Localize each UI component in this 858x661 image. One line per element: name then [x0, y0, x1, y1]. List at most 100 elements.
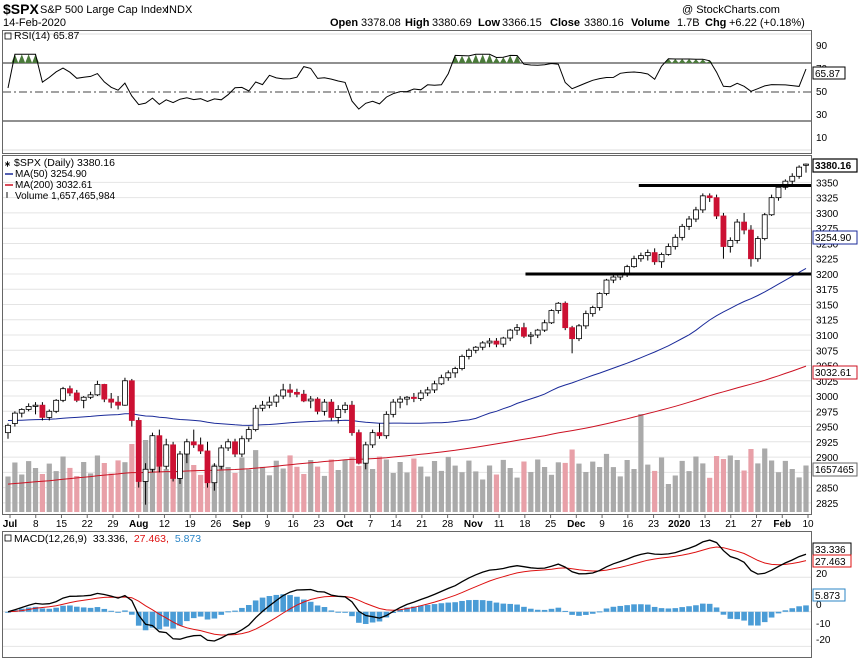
hist-value-tag [812, 588, 846, 602]
volume-bar [108, 473, 114, 512]
x-axis: Jul 8 15 22 29 Aug 12 19 26 Sep 9 16 23 Oct 7 14 21 28 Nov… [3, 514, 814, 530]
candle-body [699, 195, 706, 211]
macd-tick-0: 0 [816, 600, 822, 611]
volume-value: 1.7B [677, 17, 700, 29]
volume-bar [115, 460, 121, 512]
candle-body [204, 450, 211, 484]
macd-histogram-bar [294, 596, 300, 612]
candle-body [637, 255, 644, 260]
macd-histogram-bar [761, 611, 768, 623]
volume-bar [363, 455, 369, 512]
macd-value-tag-text: 33.336 [815, 545, 846, 556]
candle-body [252, 407, 259, 431]
volume-bar [149, 448, 156, 512]
candle-body [452, 368, 459, 374]
macd-histogram-bar [589, 611, 596, 614]
x-tick-label: 9 [599, 519, 605, 530]
candle-body [11, 412, 18, 424]
volume-bar [624, 460, 630, 512]
candle-body [5, 424, 11, 434]
candle-body [383, 413, 390, 437]
volume-bar [535, 459, 541, 512]
macd-histogram-bar [204, 611, 211, 620]
watermark: @ StockCharts.com [682, 4, 780, 16]
macd-histogram-bar [349, 611, 355, 617]
volume-bar [321, 475, 328, 512]
volume-bar [163, 469, 169, 512]
volume-bar [418, 466, 424, 512]
macd-histogram-bar [362, 611, 369, 624]
candle-body [156, 435, 163, 467]
macd-line [7, 539, 807, 642]
candle-body [376, 432, 383, 437]
volume-bar [590, 461, 596, 512]
macd-histogram-bar [122, 610, 128, 612]
candle-body [631, 258, 637, 268]
candle-body [280, 389, 287, 397]
volume-bar [693, 456, 699, 512]
legend-bar-icon: ⁎ [5, 158, 10, 169]
volume-bar [259, 466, 266, 512]
candle-body [734, 221, 741, 241]
macd-histogram-bar [514, 604, 520, 612]
candle-body [225, 441, 232, 449]
candle-body [245, 429, 252, 440]
candle-body [693, 209, 699, 220]
candle-body [658, 254, 665, 263]
candle-body [534, 329, 541, 336]
candles [5, 163, 809, 505]
macd-histogram-bar [720, 611, 727, 615]
volume-bar [404, 472, 410, 512]
ma200-value-tag [812, 365, 858, 380]
x-tick-label: 10 [802, 519, 814, 530]
macd-histogram-bar [479, 600, 486, 612]
candle-body [342, 404, 348, 410]
candle-body [706, 195, 713, 199]
macd-histogram-bar [301, 599, 307, 612]
candle-body [507, 329, 514, 339]
volume-bar [411, 458, 417, 512]
candle-body [211, 465, 218, 484]
volume-bar [480, 479, 486, 512]
ma50-line [7, 267, 807, 426]
volume-bar [232, 473, 238, 512]
macd-histogram-bar [94, 607, 101, 612]
macd-histogram-bar [232, 610, 238, 612]
volume-bar [562, 462, 568, 512]
x-tick-label: 15 [56, 519, 68, 530]
macd-histogram-bar [700, 603, 706, 612]
candle-body [80, 396, 87, 401]
volume-bar [445, 456, 451, 512]
macd-histogram-bar [624, 605, 630, 612]
candle-body [562, 302, 569, 329]
macd-histogram-bar [706, 603, 713, 612]
x-tick-label: 26 [210, 519, 222, 530]
rsi-tick-50: 50 [816, 87, 828, 98]
candle-body [789, 175, 796, 182]
x-tick-label: 18 [519, 519, 531, 530]
candle-body [67, 388, 73, 394]
rsi-value-tag-text: 65.87 [815, 69, 840, 80]
candle-body [665, 246, 672, 255]
candle-body [514, 327, 520, 331]
price-tick-label: 2900 [816, 453, 839, 464]
volume-bar [177, 462, 183, 512]
volume-bar [665, 484, 672, 512]
macd-histogram-bar [500, 603, 507, 612]
candle-body [466, 349, 472, 357]
macd-histogram-bar [603, 608, 610, 612]
volume-bar [755, 463, 761, 512]
volume-bar [356, 465, 362, 512]
volume-bar [122, 462, 128, 512]
candle-body [87, 394, 94, 398]
volume-bar [569, 449, 575, 512]
macd-histogram-bar [452, 602, 458, 612]
candle-body [424, 389, 431, 394]
volume-bar [184, 453, 190, 512]
candle-body [232, 441, 238, 455]
macd-panel-frame [2, 531, 812, 658]
rsi-legend-swatch [4, 32, 12, 40]
candle-body [46, 410, 53, 418]
candle-body [541, 322, 548, 331]
price-tick-label: 3225 [816, 255, 839, 266]
